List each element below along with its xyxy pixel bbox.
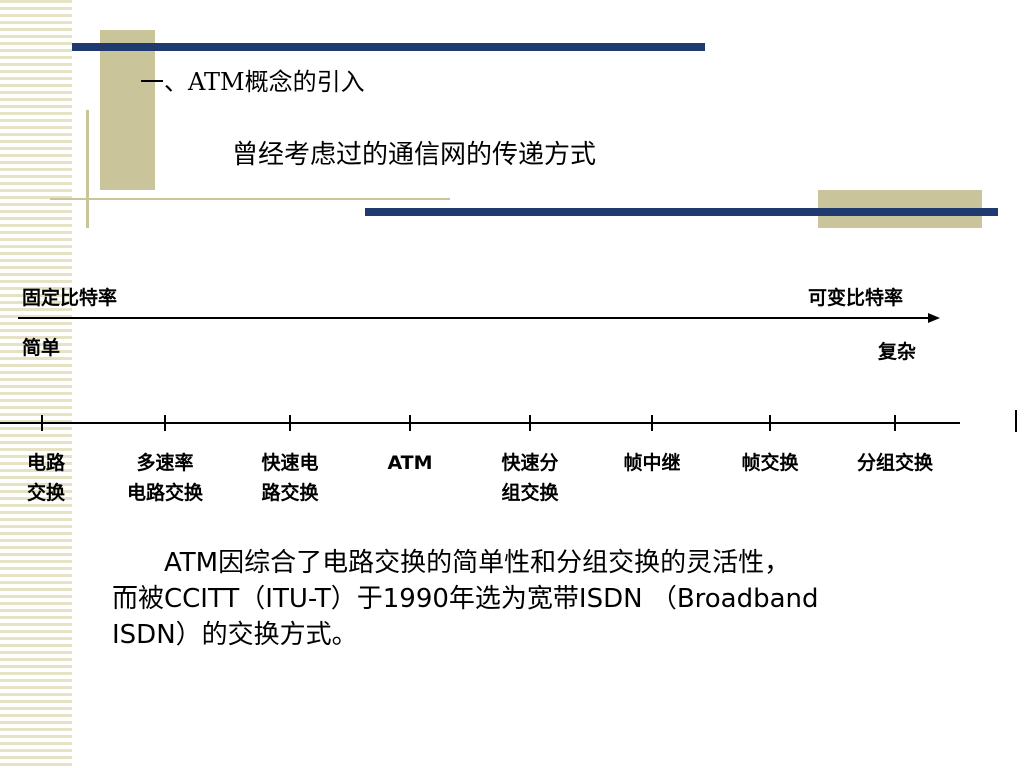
- label: 简单: [22, 337, 61, 359]
- decor-line: [50, 198, 450, 200]
- label: 复杂: [878, 341, 917, 363]
- title: 一、ATM概念的引入: [140, 68, 365, 96]
- item-line: 交换: [26, 482, 65, 504]
- item-line: 组交换: [501, 482, 559, 504]
- body-line: ISDN）的交换方式。: [112, 620, 358, 650]
- item-line: 快速电: [261, 452, 319, 474]
- item: 帧交换: [710, 448, 830, 478]
- item: 分组交换: [835, 448, 955, 478]
- item-line: 电路: [26, 452, 65, 474]
- item-line: ATM: [387, 452, 433, 474]
- decor-bar: [365, 208, 998, 216]
- arrow-head: [928, 313, 940, 323]
- item-line: 帧中继: [623, 452, 681, 474]
- ticks: [41, 415, 896, 431]
- body-line: 而被CCITT（ITU-T）于1990年选为宽带ISDN （Broadband: [112, 584, 819, 614]
- item: 电路 交换: [0, 448, 106, 508]
- body-text: ATM因综合了电路交换的简单性和分组交换的灵活性， 而被CCITT（ITU-T）于…: [112, 545, 819, 653]
- item: 帧中继: [592, 448, 712, 478]
- subtitle: 曾经考虑过的通信网的传递方式: [232, 140, 597, 170]
- body-line: ATM因综合了电路交换的简单性和分组交换的灵活性，: [164, 548, 791, 578]
- item: ATM: [350, 448, 470, 478]
- decor-block: [100, 30, 155, 190]
- item-line: 电路交换: [126, 482, 203, 504]
- decor-stripes: [0, 0, 72, 768]
- item: 快速分 组交换: [470, 448, 590, 508]
- item-line: 帧交换: [741, 452, 799, 474]
- label: 可变比特率: [808, 287, 904, 309]
- item-line: 路交换: [261, 482, 319, 504]
- item-line: 分组交换: [856, 452, 933, 474]
- decor-line: [86, 110, 89, 228]
- item: 多速率 电路交换: [105, 448, 225, 508]
- item-line: 多速率: [136, 452, 194, 474]
- decor-bar: [72, 43, 705, 51]
- item-line: 快速分: [501, 452, 559, 474]
- label: 固定比特率: [22, 287, 118, 309]
- item: 快速电 路交换: [230, 448, 350, 508]
